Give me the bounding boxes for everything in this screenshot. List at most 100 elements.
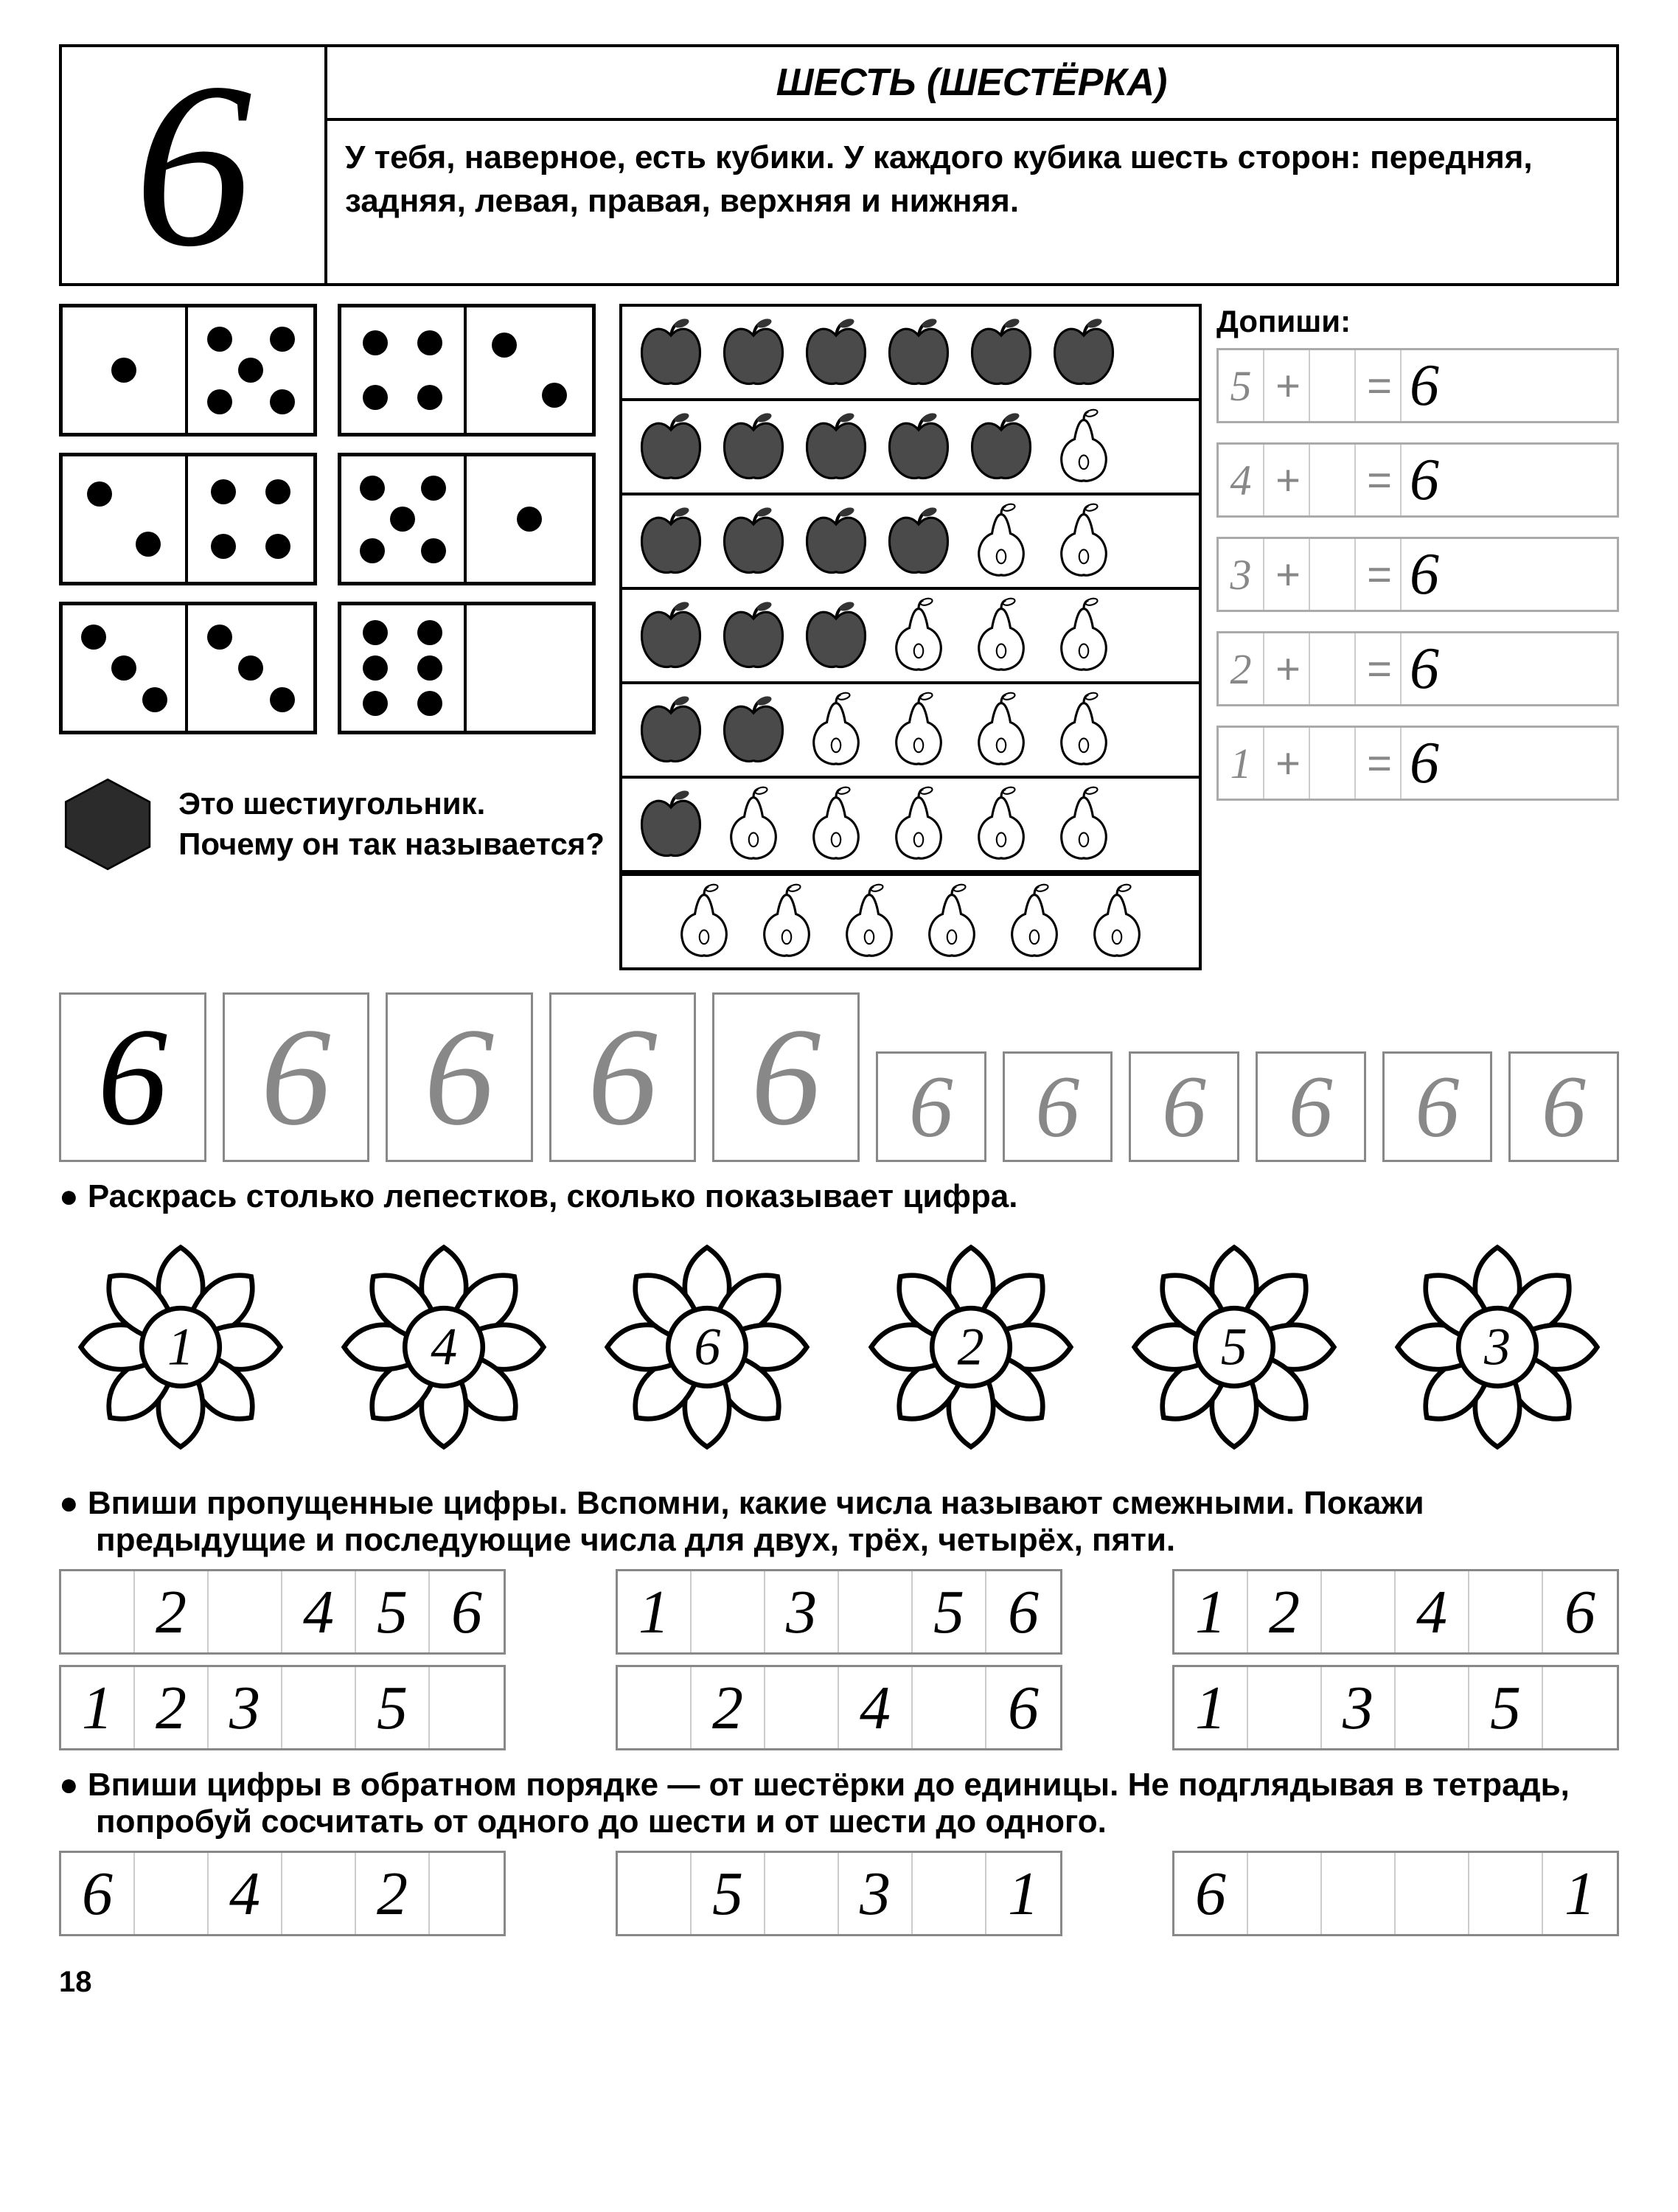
number-cell: 6 bbox=[986, 1571, 1060, 1652]
number-cell bbox=[61, 1571, 135, 1652]
number-grid-2: 642 531 61 bbox=[59, 1851, 1619, 1936]
flower: 4 bbox=[322, 1225, 565, 1469]
writing-practice-row: 66666666666 bbox=[59, 992, 1619, 1162]
number-line: 2456 bbox=[59, 1569, 506, 1655]
writing-cell-large: 6 bbox=[59, 992, 206, 1162]
domino bbox=[59, 304, 317, 437]
number-cell: 3 bbox=[1322, 1667, 1396, 1748]
number-cell: 1 bbox=[618, 1571, 692, 1652]
number-line: 246 bbox=[616, 1665, 1062, 1750]
domino bbox=[338, 602, 596, 734]
number-cell bbox=[765, 1853, 839, 1934]
number-cell: 5 bbox=[356, 1571, 430, 1652]
number-grid-1: 2456135612461235246135 bbox=[59, 1569, 1619, 1750]
number-cell: 4 bbox=[209, 1853, 282, 1934]
equations-column: Допиши: 5+=64+=63+=62+=61+=6 bbox=[1216, 304, 1619, 970]
number-cell: 1 bbox=[1543, 1853, 1617, 1934]
fruit-row bbox=[622, 590, 1199, 684]
number-cell: 6 bbox=[61, 1853, 135, 1934]
flowers-row: 146253 bbox=[59, 1225, 1619, 1469]
hexagon-icon bbox=[59, 751, 156, 898]
number-cell bbox=[1396, 1667, 1469, 1748]
number-cell: 2 bbox=[356, 1853, 430, 1934]
number-cell bbox=[209, 1571, 282, 1652]
number-cell: 4 bbox=[1396, 1571, 1469, 1652]
domino bbox=[59, 453, 317, 585]
flower-number: 1 bbox=[167, 1317, 194, 1378]
flower: 3 bbox=[1376, 1225, 1619, 1469]
number-line: 531 bbox=[616, 1851, 1062, 1936]
middle-section: Это шестиугольник. Почему он так называе… bbox=[59, 304, 1619, 970]
writing-cell-small: 6 bbox=[1256, 1051, 1366, 1162]
number-cell bbox=[430, 1853, 504, 1934]
number-cell bbox=[1248, 1667, 1322, 1748]
hexagon-text: Это шестиугольник. Почему он так называе… bbox=[178, 784, 605, 864]
writing-cell-small: 6 bbox=[1129, 1051, 1239, 1162]
number-cell: 4 bbox=[839, 1667, 913, 1748]
number-cell: 3 bbox=[209, 1667, 282, 1748]
number-cell: 6 bbox=[986, 1667, 1060, 1748]
writing-cell-large: 6 bbox=[223, 992, 370, 1162]
number-cell: 6 bbox=[430, 1571, 504, 1652]
fruit-row bbox=[622, 401, 1199, 495]
number-cell bbox=[135, 1853, 209, 1934]
number-cell bbox=[1322, 1571, 1396, 1652]
domino bbox=[59, 602, 317, 734]
task-petals: Раскрась столько лепестков, сколько пока… bbox=[59, 1178, 1619, 1215]
fruit-row bbox=[622, 684, 1199, 779]
number-cell: 1 bbox=[1174, 1571, 1248, 1652]
number-cell bbox=[618, 1853, 692, 1934]
header-numeral: 6 bbox=[62, 47, 327, 283]
number-cell: 5 bbox=[913, 1571, 986, 1652]
number-cell: 4 bbox=[282, 1571, 356, 1652]
number-cell bbox=[1469, 1853, 1543, 1934]
number-line: 1356 bbox=[616, 1569, 1062, 1655]
number-cell bbox=[282, 1667, 356, 1748]
domino bbox=[338, 453, 596, 585]
flower-number: 2 bbox=[958, 1317, 984, 1378]
number-cell bbox=[430, 1667, 504, 1748]
number-cell: 3 bbox=[839, 1853, 913, 1934]
number-cell: 2 bbox=[692, 1667, 765, 1748]
dominoes-column: Это шестиугольник. Почему он так называе… bbox=[59, 304, 605, 970]
writing-cell-large: 6 bbox=[549, 992, 697, 1162]
number-cell bbox=[1248, 1853, 1322, 1934]
header-box: 6 ШЕСТЬ (ШЕСТЁРКА) У тебя, наверное, ест… bbox=[59, 44, 1619, 286]
equation-row: 1+=6 bbox=[1216, 726, 1619, 801]
equation-row: 2+=6 bbox=[1216, 631, 1619, 706]
domino bbox=[338, 304, 596, 437]
fruit-row bbox=[622, 779, 1199, 873]
number-cell: 1 bbox=[61, 1667, 135, 1748]
fruits-top: Допиши: 5+=64+=63+=62+=61+=6 bbox=[619, 304, 1619, 970]
number-cell bbox=[1543, 1667, 1617, 1748]
task-reverse: Впиши цифры в обратном порядке — от шест… bbox=[59, 1767, 1619, 1840]
flower: 5 bbox=[1113, 1225, 1356, 1469]
number-cell bbox=[1322, 1853, 1396, 1934]
number-cell: 2 bbox=[1248, 1571, 1322, 1652]
number-line: 135 bbox=[1172, 1665, 1619, 1750]
hexagon-row: Это шестиугольник. Почему он так называе… bbox=[59, 751, 605, 898]
number-cell bbox=[282, 1853, 356, 1934]
fruit-row bbox=[622, 307, 1199, 401]
writing-cell-small: 6 bbox=[1003, 1051, 1113, 1162]
writing-cell-large: 6 bbox=[386, 992, 533, 1162]
worksheet-page: 6 ШЕСТЬ (ШЕСТЁРКА) У тебя, наверное, ест… bbox=[59, 44, 1619, 1999]
number-cell: 1 bbox=[1174, 1667, 1248, 1748]
number-cell bbox=[618, 1667, 692, 1748]
flower-number: 3 bbox=[1484, 1317, 1511, 1378]
flower: 2 bbox=[849, 1225, 1093, 1469]
number-cell bbox=[1469, 1571, 1543, 1652]
writing-cell-small: 6 bbox=[1382, 1051, 1493, 1162]
number-cell bbox=[913, 1853, 986, 1934]
flower: 1 bbox=[59, 1225, 302, 1469]
number-cell bbox=[1396, 1853, 1469, 1934]
number-cell: 6 bbox=[1543, 1571, 1617, 1652]
writing-cell-small: 6 bbox=[876, 1051, 986, 1162]
number-line: 1246 bbox=[1172, 1569, 1619, 1655]
equations-label: Допиши: bbox=[1216, 304, 1619, 339]
writing-cell-large: 6 bbox=[712, 992, 860, 1162]
flower-number: 5 bbox=[1221, 1317, 1247, 1378]
page-title: ШЕСТЬ (ШЕСТЁРКА) bbox=[327, 47, 1616, 121]
number-line: 61 bbox=[1172, 1851, 1619, 1936]
equation-row: 5+=6 bbox=[1216, 348, 1619, 423]
